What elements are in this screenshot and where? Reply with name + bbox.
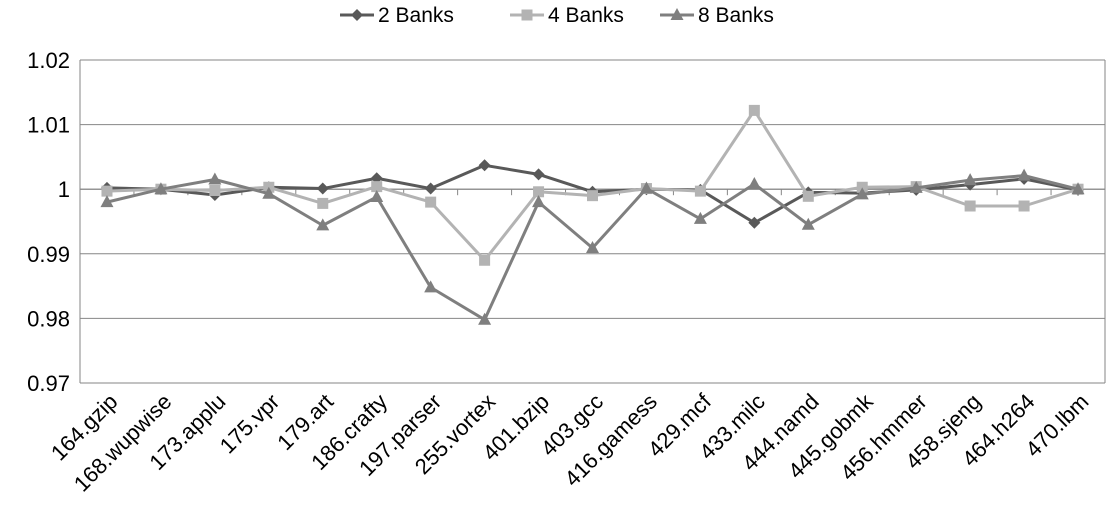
data-point bbox=[478, 312, 492, 325]
data-point bbox=[639, 181, 653, 194]
data-point bbox=[479, 254, 491, 266]
data-point bbox=[317, 197, 329, 209]
data-point bbox=[100, 195, 114, 208]
data-point bbox=[964, 200, 976, 212]
legend-label: 2 Banks bbox=[378, 4, 454, 27]
data-point bbox=[478, 159, 491, 172]
y-tick-label: 1 bbox=[58, 177, 70, 202]
legend-item: 2 Banks bbox=[340, 4, 454, 27]
data-point bbox=[748, 104, 760, 116]
data-point bbox=[425, 196, 437, 208]
data-point bbox=[909, 180, 923, 193]
data-point bbox=[262, 186, 276, 199]
data-point bbox=[209, 184, 221, 196]
legend-marker bbox=[670, 8, 684, 20]
data-point bbox=[371, 181, 383, 193]
data-point bbox=[963, 173, 977, 186]
y-tick-label: 1.01 bbox=[27, 113, 70, 138]
data-point bbox=[801, 217, 815, 230]
data-point bbox=[1017, 168, 1031, 181]
y-tick-label: 0.98 bbox=[27, 306, 70, 331]
data-point bbox=[748, 216, 761, 229]
legend-marker bbox=[351, 9, 363, 21]
data-point bbox=[532, 168, 545, 181]
gridlines bbox=[80, 59, 1105, 384]
x-tick-label: 175.vpr bbox=[215, 389, 285, 459]
y-tick-label: 0.99 bbox=[27, 242, 70, 267]
data-point bbox=[586, 240, 599, 253]
data-point bbox=[101, 185, 113, 197]
legend-label: 8 Banks bbox=[698, 4, 774, 27]
data-point bbox=[747, 177, 761, 190]
data-point bbox=[208, 172, 222, 185]
data-point bbox=[424, 280, 438, 293]
data-point bbox=[316, 218, 330, 231]
data-point bbox=[316, 182, 329, 195]
data-point bbox=[855, 187, 869, 200]
data-point bbox=[693, 211, 707, 224]
series-8-banks bbox=[100, 168, 1085, 325]
legend-label: 4 Banks bbox=[548, 4, 624, 27]
data-point bbox=[533, 186, 545, 198]
data-point bbox=[370, 189, 384, 202]
data-point bbox=[802, 190, 814, 202]
data-point bbox=[856, 181, 868, 193]
y-tick-label: 1.02 bbox=[27, 48, 70, 73]
plot-area bbox=[100, 104, 1085, 325]
chart-legend: 2 Banks 4 Banks 8 Banks bbox=[340, 4, 774, 27]
data-point bbox=[587, 190, 598, 202]
data-point bbox=[154, 182, 168, 195]
data-point bbox=[694, 185, 706, 197]
data-point bbox=[1018, 200, 1030, 212]
data-point bbox=[1071, 182, 1085, 195]
legend-item: 4 Banks bbox=[510, 4, 624, 27]
y-tick-label: 0.97 bbox=[27, 371, 70, 396]
data-point bbox=[424, 182, 437, 195]
legend-item: 8 Banks bbox=[660, 4, 774, 27]
data-point bbox=[532, 195, 546, 208]
y-axis: 0.97 0.98 0.99 1 1.01 1.02 bbox=[27, 48, 1106, 396]
legend-marker bbox=[521, 9, 533, 21]
